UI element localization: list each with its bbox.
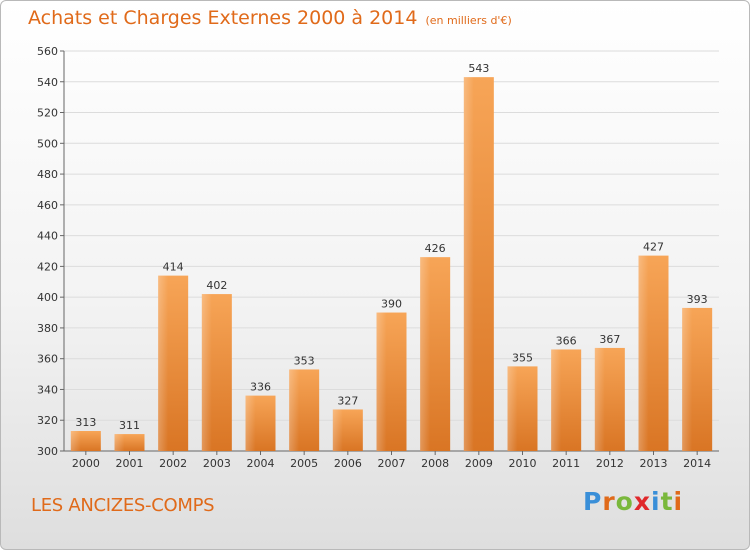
chart-title-text: Achats et Charges Externes 2000 à 2014	[28, 7, 418, 29]
y-tick-label: 420	[37, 260, 58, 273]
y-tick-label: 540	[37, 76, 58, 89]
bar-value-label: 311	[119, 419, 140, 432]
x-tick-label: 2010	[509, 457, 537, 470]
bar-value-label: 414	[163, 261, 184, 274]
y-tick-label: 500	[37, 137, 58, 150]
x-tick-label: 2008	[421, 457, 449, 470]
y-tick-label: 300	[37, 445, 58, 458]
bar-value-label: 393	[687, 293, 708, 306]
bar-value-label: 367	[599, 333, 620, 346]
bar-highlight	[158, 275, 169, 451]
bar-value-label: 426	[425, 242, 446, 255]
y-tick-label: 560	[37, 45, 58, 58]
x-tick-label: 2013	[640, 457, 668, 470]
chart-title: Achats et Charges Externes 2000 à 2014 (e…	[28, 7, 512, 29]
chart-subtitle: (en milliers d'€)	[425, 14, 512, 27]
x-tick-label: 2003	[203, 457, 231, 470]
y-tick-label: 380	[37, 322, 58, 335]
x-tick-label: 2011	[552, 457, 580, 470]
bar-highlight	[551, 349, 562, 451]
bar-value-label: 427	[643, 241, 664, 254]
bar-highlight	[420, 257, 431, 451]
bar-highlight	[682, 307, 693, 451]
x-tick-label: 2006	[334, 457, 362, 470]
y-tick-label: 400	[37, 291, 58, 304]
x-tick-label: 2014	[683, 457, 711, 470]
bar-highlight	[376, 312, 387, 451]
x-tick-label: 2005	[290, 457, 318, 470]
proxiti-logo: Proxiti	[583, 487, 683, 516]
bar-highlight	[507, 366, 518, 451]
logo-letter: P	[583, 487, 603, 516]
y-tick-label: 360	[37, 353, 58, 366]
y-tick-label: 440	[37, 230, 58, 243]
bar-highlight	[201, 294, 212, 451]
bar-value-label: 353	[294, 354, 315, 367]
bar-value-label: 336	[250, 381, 271, 394]
bar-highlight	[332, 409, 343, 451]
logo-letter: t	[660, 487, 674, 516]
y-tick-label: 520	[37, 107, 58, 120]
x-tick-label: 2004	[247, 457, 275, 470]
bar-highlight	[70, 431, 81, 451]
bar-highlight	[114, 434, 125, 451]
x-tick-label: 2009	[465, 457, 493, 470]
bar-highlight	[594, 347, 605, 451]
x-tick-label: 2000	[72, 457, 100, 470]
x-tick-label: 2001	[116, 457, 144, 470]
y-tick-label: 340	[37, 383, 58, 396]
x-tick-label: 2012	[596, 457, 624, 470]
x-tick-label: 2007	[378, 457, 406, 470]
y-tick-label: 480	[37, 168, 58, 181]
bar-highlight	[638, 255, 649, 451]
bar-value-label: 390	[381, 298, 402, 311]
commune-name: LES ANCIZES-COMPS	[31, 495, 215, 516]
bar-value-label: 402	[206, 279, 227, 292]
bar-value-label: 543	[468, 62, 489, 75]
bar-value-label: 355	[512, 351, 533, 364]
x-tick-label: 2002	[159, 457, 187, 470]
logo-letter: i	[673, 487, 684, 516]
logo-letter: i	[651, 487, 661, 516]
bar-highlight	[463, 77, 474, 452]
bar-value-label: 313	[75, 416, 96, 429]
bar-highlight	[289, 369, 300, 451]
bar-value-label: 327	[337, 394, 358, 407]
logo-letter: o	[615, 487, 634, 516]
bar-value-label: 366	[556, 334, 577, 347]
y-tick-label: 460	[37, 199, 58, 212]
y-tick-label: 320	[37, 414, 58, 427]
logo-letter: r	[602, 487, 616, 516]
logo-letter: x	[633, 487, 651, 516]
bar-highlight	[245, 395, 256, 451]
